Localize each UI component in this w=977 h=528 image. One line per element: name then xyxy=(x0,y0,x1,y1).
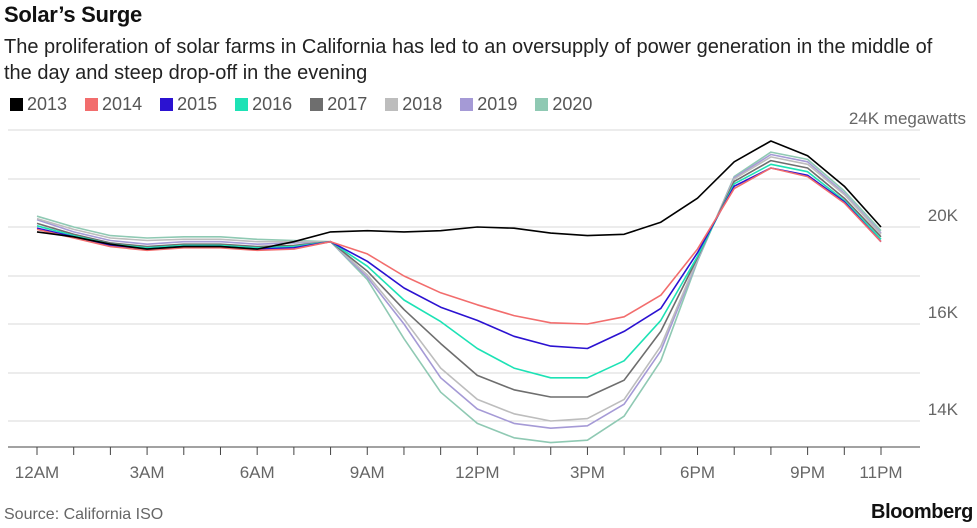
legend-label: 2013 xyxy=(27,94,68,114)
legend-item-2019: 2019 xyxy=(460,94,517,115)
legend-label: 2016 xyxy=(252,94,293,114)
legend-label: 2017 xyxy=(327,94,368,114)
legend-item-2020: 2020 xyxy=(535,94,592,115)
legend-item-2015: 2015 xyxy=(160,94,217,115)
legend-item-2017: 2017 xyxy=(310,94,367,115)
y-tick-label: 16K xyxy=(928,303,959,322)
series-line-2017 xyxy=(36,159,882,398)
legend-label: 2018 xyxy=(402,94,443,114)
legend-label: 2014 xyxy=(102,94,143,114)
legend-swatch xyxy=(310,98,324,111)
y-tick-label: 24K megawatts xyxy=(849,109,966,128)
legend-swatch xyxy=(385,98,399,111)
legend-item-2014: 2014 xyxy=(85,94,142,115)
x-tick-label: 3AM xyxy=(130,463,165,482)
x-tick-label: 6AM xyxy=(240,463,275,482)
chart-subtitle: The proliferation of solar farms in Cali… xyxy=(4,36,933,84)
legend-item-2016: 2016 xyxy=(235,94,292,115)
legend-swatch xyxy=(535,98,549,111)
x-tick-label: 3PM xyxy=(570,463,605,482)
y-tick-label: 20K xyxy=(928,206,959,225)
series-line-2018 xyxy=(36,156,882,422)
bloomberg-logo: Bloomberg xyxy=(871,501,973,523)
x-tick-label: 12PM xyxy=(455,463,499,482)
legend-swatch xyxy=(85,98,99,111)
legend-item-2018: 2018 xyxy=(385,94,442,115)
legend-label: 2020 xyxy=(552,94,593,114)
chart-title: Solar’s Surge xyxy=(4,2,142,27)
y-tick-label: 14K xyxy=(928,400,959,419)
source-note: Source: California ISO xyxy=(4,506,164,523)
x-tick-label: 9AM xyxy=(350,463,385,482)
series-line-2013 xyxy=(36,140,882,250)
legend-label: 2019 xyxy=(477,94,518,114)
legend: 2013 2014 2015 2016 2017 2018 2019 2020 xyxy=(10,94,610,115)
series-line-2019 xyxy=(36,153,882,430)
legend-swatch xyxy=(235,98,249,111)
legend-swatch xyxy=(160,98,174,111)
series-line-2015 xyxy=(36,167,882,350)
legend-label: 2015 xyxy=(177,94,218,114)
x-tick-label: 11PM xyxy=(859,463,902,482)
legend-item-2013: 2013 xyxy=(10,94,67,115)
series-line-2014 xyxy=(36,167,882,325)
x-tick-label: 12AM xyxy=(15,463,59,482)
legend-swatch xyxy=(10,98,23,111)
legend-swatch xyxy=(460,98,474,111)
series-line-2016 xyxy=(36,163,882,379)
x-tick-label: 9PM xyxy=(790,463,825,482)
x-tick-label: 6PM xyxy=(680,463,715,482)
series-line-2020 xyxy=(36,151,882,444)
